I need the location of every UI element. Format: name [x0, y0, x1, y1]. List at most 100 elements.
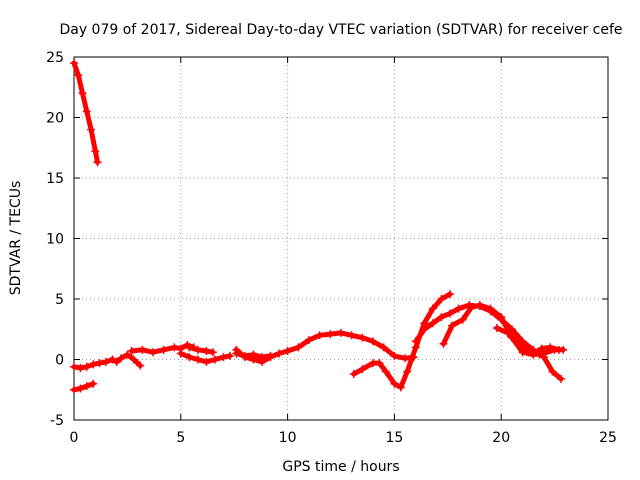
y-tick-label: 10 [46, 232, 64, 248]
data-point [240, 351, 249, 360]
data-point [524, 347, 533, 356]
data-point [82, 362, 91, 371]
chart-title: Day 079 of 2017, Sidereal Day-to-day VTE… [59, 22, 622, 38]
tick-layer: 0 5 10 15 20 25 -5 0 5 10 15 20 25 [46, 50, 617, 446]
data-point [548, 367, 557, 376]
data-point [437, 313, 446, 322]
data-point [170, 343, 179, 352]
data-point [78, 89, 87, 98]
data-point [210, 355, 219, 364]
data-point [358, 333, 367, 342]
data-point [401, 354, 410, 363]
data-point [448, 321, 457, 330]
data-point [76, 363, 85, 372]
data-point [546, 343, 555, 352]
data-point [554, 345, 563, 354]
data-point [193, 345, 202, 354]
data-point [149, 348, 158, 357]
y-tick-label: 20 [46, 111, 64, 127]
data-point [326, 330, 335, 339]
data-point [518, 348, 527, 357]
data-point [439, 339, 448, 348]
data-point [486, 304, 495, 313]
y-tick-label: 25 [46, 50, 64, 66]
data-point [193, 355, 202, 364]
data-point [445, 290, 454, 299]
data-point [369, 337, 378, 346]
data-point [358, 365, 367, 374]
data-point [428, 319, 437, 328]
data-point [127, 347, 136, 356]
y-tick-label: -5 [50, 413, 64, 429]
data-point [537, 344, 546, 353]
y-tick-label: 15 [46, 171, 64, 187]
data-point [396, 383, 405, 392]
data-point [390, 351, 399, 360]
y-axis-label: SDTVAR / TECUs [8, 181, 24, 296]
data-point [108, 355, 117, 364]
data-point [428, 304, 437, 313]
data-point [89, 360, 98, 369]
data-point [514, 338, 523, 347]
x-tick-label: 10 [279, 430, 297, 446]
data-point [467, 303, 476, 312]
data-point [420, 325, 429, 334]
y-tick-label: 5 [55, 292, 64, 308]
data-point [529, 349, 538, 358]
data-point [208, 348, 217, 357]
data-point [445, 309, 454, 318]
data-point [129, 355, 138, 364]
data-point [403, 367, 412, 376]
data-point [375, 359, 384, 368]
data-point [232, 349, 241, 358]
data-point [82, 107, 91, 116]
data-point [202, 347, 211, 356]
data-point [159, 345, 168, 354]
data-point [249, 350, 258, 359]
x-tick-label: 5 [176, 430, 185, 446]
x-tick-label: 25 [599, 430, 617, 446]
data-point [112, 357, 121, 366]
x-tick-label: 20 [492, 430, 510, 446]
data-point [87, 125, 96, 134]
data-point [257, 353, 266, 362]
data-point [266, 351, 275, 360]
series-arc-13 [530, 344, 562, 356]
data-point [315, 331, 324, 340]
data-point [176, 349, 185, 358]
data-point [102, 357, 111, 366]
series-arc-10 [413, 302, 564, 382]
data-point [138, 345, 147, 354]
data-point [349, 370, 358, 379]
data-point [219, 353, 228, 362]
x-tick-label: 15 [385, 430, 403, 446]
series-layer [70, 59, 568, 394]
data-point [557, 374, 566, 383]
data-point [74, 71, 83, 80]
data-point [304, 336, 313, 345]
data-point [458, 315, 467, 324]
data-point [82, 382, 91, 391]
data-point [411, 337, 420, 346]
data-point [202, 357, 211, 366]
data-point [76, 384, 85, 393]
data-point [93, 158, 102, 167]
data-point [275, 349, 284, 358]
data-point [91, 147, 100, 156]
data-point [185, 343, 194, 352]
data-point [136, 361, 145, 370]
data-point [116, 354, 125, 363]
data-point [123, 350, 132, 359]
data-point [492, 324, 501, 333]
data-point [381, 367, 390, 376]
data-point [70, 362, 78, 371]
grid-layer [74, 57, 608, 420]
data-point [95, 359, 104, 368]
data-point [437, 295, 446, 303]
data-point [337, 328, 345, 337]
x-axis-label: GPS time / hours [282, 459, 399, 475]
data-point [454, 304, 463, 313]
data-point [89, 379, 98, 388]
data-point [503, 328, 512, 337]
